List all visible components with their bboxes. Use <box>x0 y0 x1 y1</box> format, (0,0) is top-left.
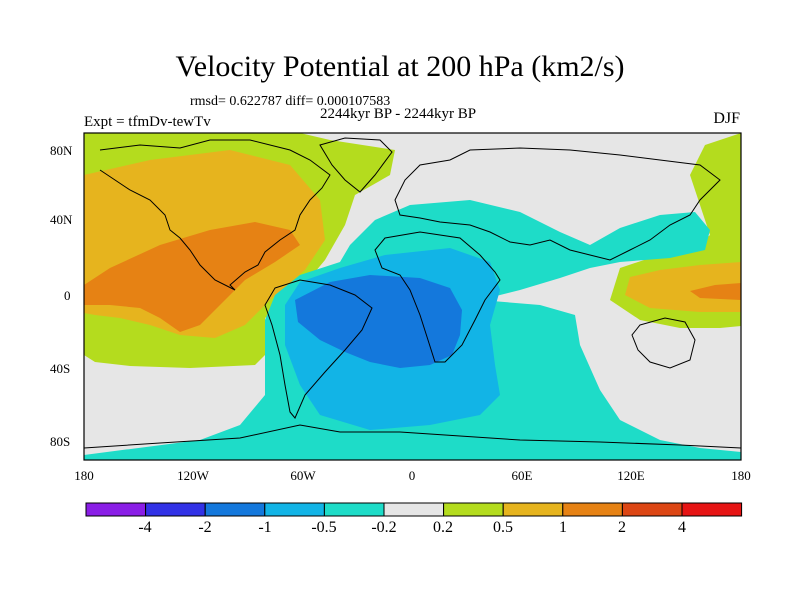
colorbar-box-8 <box>562 502 623 517</box>
australia-coast <box>631 317 696 369</box>
coastlines <box>83 137 742 449</box>
x-tick-60e: 60E <box>511 468 533 483</box>
west-pacific-positive-mid-region <box>625 262 741 312</box>
africa-coast <box>374 231 501 363</box>
colorbar-label-2: 2 <box>618 519 626 536</box>
y-tick-40n: 40N <box>50 212 73 227</box>
colorbar-box-7 <box>502 502 564 517</box>
colorbar-label-neg4: -4 <box>138 519 152 536</box>
colorbar <box>85 502 743 517</box>
map-title: Velocity Potential at 200 hPa (km2/s) <box>175 50 625 83</box>
north-america-coast <box>99 139 331 291</box>
eurasia-coast <box>394 147 721 261</box>
colorbar-label-neg1: -1 <box>258 519 272 536</box>
y-tick-80n: 80N <box>50 143 73 158</box>
colorbar-label-0p2: 0.2 <box>433 519 453 536</box>
antarctica-coast <box>83 424 742 449</box>
colorbar-label-neg0p5: -0.5 <box>311 519 337 536</box>
colorbar-box-0 <box>85 502 147 517</box>
colorbar-box-2 <box>204 502 266 517</box>
stats-text: rmsd= 0.622787 diff= 0.000107583 <box>190 94 391 109</box>
colorbar-box-3 <box>264 502 325 517</box>
y-tick-0: 0 <box>64 288 71 303</box>
colorbar-label-4: 4 <box>678 519 686 536</box>
y-tick-40s: 40S <box>50 361 71 376</box>
greenland-coast <box>319 137 393 193</box>
x-tick-120w: 120W <box>177 468 209 483</box>
atlantic-negative-core-region <box>295 275 462 368</box>
season-label: DJF <box>713 110 740 127</box>
colorbar-label-neg2: -2 <box>198 519 212 536</box>
x-tick-180e: 180 <box>731 468 751 483</box>
west-pacific-positive-core-region <box>690 283 741 300</box>
colorbar-box-1 <box>145 502 206 517</box>
period-subtitle: 2244kyr BP - 2244kyr BP <box>320 106 477 122</box>
colorbar-label-neg0p2: -0.2 <box>371 519 397 536</box>
x-tick-0: 0 <box>408 468 416 483</box>
experiment-label: Expt = tfmDv-tewTv <box>84 114 211 130</box>
colorbar-box-10 <box>681 502 743 517</box>
x-tick-60w: 60W <box>290 468 316 483</box>
pacific-positive-core-region <box>84 222 300 332</box>
colorbar-box-9 <box>621 502 683 517</box>
colorbar-label-1: 1 <box>559 519 567 536</box>
colorbar-label-0p5: 0.5 <box>493 519 513 536</box>
x-tick-120e: 120E <box>617 468 645 483</box>
colorbar-box-6 <box>443 502 504 517</box>
colorbar-box-4 <box>323 502 385 517</box>
y-tick-80s: 80S <box>50 434 71 449</box>
x-tick-180w: 180 <box>74 468 94 483</box>
colorbar-box-5 <box>383 502 445 517</box>
south-america-coast <box>264 279 373 419</box>
map-frame <box>83 132 742 461</box>
